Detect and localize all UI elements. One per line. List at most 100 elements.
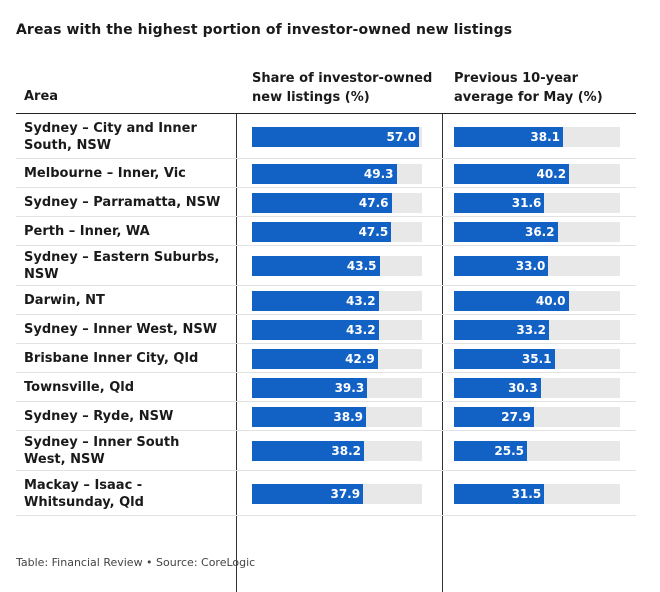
area-name: Townsville, Qld bbox=[24, 380, 135, 395]
share-bar: 38.9 bbox=[252, 407, 366, 427]
source-footer: Table: Financial Review • Source: CoreLo… bbox=[16, 556, 256, 569]
share-bar-track: 39.3 bbox=[252, 378, 422, 398]
area-name: Melbourne – Inner, Vic bbox=[24, 166, 186, 181]
area-name: Darwin, NT bbox=[24, 293, 105, 308]
row-separator bbox=[16, 158, 636, 159]
table-row: Sydney – Inner West, NSW 43.2 33.2 bbox=[16, 315, 636, 344]
table-row: Sydney – Parramatta, NSW 47.6 31.6 bbox=[16, 188, 636, 217]
area-name: Sydney – City and Inner South, NSW bbox=[24, 120, 197, 153]
average-value-label: 33.2 bbox=[516, 323, 546, 337]
area-name: Sydney – Eastern Suburbs, NSW bbox=[24, 250, 220, 282]
table-row: Brisbane Inner City, Qld 42.9 35.1 bbox=[16, 344, 636, 373]
average-bar-track: 27.9 bbox=[454, 407, 620, 427]
average-bar-track: 31.5 bbox=[454, 484, 620, 504]
area-name: Sydney – Inner South West, NSW bbox=[24, 435, 180, 467]
area-name: Sydney – Parramatta, NSW bbox=[24, 195, 221, 210]
share-value-label: 38.9 bbox=[333, 410, 363, 424]
header-average: Previous 10-year average for May (%) bbox=[454, 71, 603, 105]
share-bar-track: 43.5 bbox=[252, 256, 422, 276]
average-value-label: 33.0 bbox=[515, 259, 546, 273]
row-separator bbox=[16, 187, 636, 188]
share-bar: 49.3 bbox=[252, 164, 397, 184]
share-bar: 43.5 bbox=[252, 256, 380, 276]
row-separator bbox=[16, 343, 636, 344]
share-bar-track: 47.6 bbox=[252, 193, 422, 213]
share-bar-track: 43.2 bbox=[252, 320, 422, 340]
share-bar: 37.9 bbox=[252, 484, 364, 504]
header-area: Area bbox=[24, 89, 59, 104]
row-separator bbox=[16, 285, 636, 286]
average-bar: 25.5 bbox=[454, 441, 527, 461]
row-separator bbox=[16, 372, 636, 373]
share-bar-track: 38.2 bbox=[252, 441, 422, 461]
table-row: Sydney – Ryde, NSW 38.9 27.9 bbox=[16, 402, 636, 431]
average-bar-track: 33.0 bbox=[454, 256, 620, 276]
average-value-label: 31.5 bbox=[511, 487, 542, 501]
average-value-label: 27.9 bbox=[501, 410, 531, 424]
area-name: Perth – Inner, WA bbox=[24, 224, 150, 239]
row-separator bbox=[16, 470, 636, 471]
table-row: Sydney – City and Inner South, NSW 57.0 38… bbox=[16, 114, 636, 159]
table-row: Sydney – Eastern Suburbs, NSW 43.5 33.0 bbox=[16, 246, 636, 286]
share-bar: 38.2 bbox=[252, 441, 364, 461]
average-value-label: 25.5 bbox=[494, 444, 524, 458]
average-bar: 30.3 bbox=[454, 378, 541, 398]
share-value-label: 47.5 bbox=[358, 225, 389, 239]
table-row: Mackay – Isaac - Whitsunday, Qld 37.9 31.5 bbox=[16, 471, 636, 516]
table-row: Perth – Inner, WA 47.5 36.2 bbox=[16, 217, 636, 246]
share-value-label: 37.9 bbox=[330, 487, 361, 501]
average-bar-track: 40.2 bbox=[454, 164, 620, 184]
row-separator bbox=[16, 401, 636, 402]
average-bar: 36.2 bbox=[454, 222, 558, 242]
share-value-label: 43.2 bbox=[345, 323, 376, 337]
area-name: Sydney – Ryde, NSW bbox=[24, 409, 174, 424]
average-bar-track: 36.2 bbox=[454, 222, 620, 242]
share-bar-track: 37.9 bbox=[252, 484, 422, 504]
average-value-label: 30.3 bbox=[508, 381, 538, 395]
share-value-label: 49.3 bbox=[363, 167, 394, 181]
average-bar: 40.0 bbox=[454, 291, 569, 311]
header-rule bbox=[16, 113, 636, 114]
average-value-label: 38.1 bbox=[530, 130, 560, 144]
average-bar: 40.2 bbox=[454, 164, 570, 184]
table-row: Melbourne – Inner, Vic 49.3 40.2 bbox=[16, 159, 636, 188]
average-bar-track: 25.5 bbox=[454, 441, 620, 461]
average-bar: 38.1 bbox=[454, 127, 563, 147]
share-bar: 39.3 bbox=[252, 378, 368, 398]
table-row: Darwin, NT 43.2 40.0 bbox=[16, 286, 636, 315]
average-bar-track: 40.0 bbox=[454, 291, 620, 311]
share-value-label: 43.5 bbox=[346, 259, 377, 273]
average-value-label: 40.2 bbox=[536, 167, 567, 181]
column-divider bbox=[236, 114, 237, 592]
share-bar: 47.6 bbox=[252, 193, 392, 213]
share-bar: 43.2 bbox=[252, 291, 379, 311]
share-bar-track: 47.5 bbox=[252, 222, 422, 242]
header-share: Share of investor-owned new listings (%) bbox=[252, 71, 433, 105]
average-bar: 35.1 bbox=[454, 349, 555, 369]
share-bar: 43.2 bbox=[252, 320, 379, 340]
row-separator bbox=[16, 216, 636, 217]
share-value-label: 39.3 bbox=[334, 381, 365, 395]
share-bar-track: 42.9 bbox=[252, 349, 422, 369]
share-bar-track: 43.2 bbox=[252, 291, 422, 311]
table-row: Sydney – Inner South West, NSW 38.2 25.5 bbox=[16, 431, 636, 471]
share-value-label: 38.2 bbox=[331, 444, 361, 458]
share-bar-track: 49.3 bbox=[252, 164, 422, 184]
share-bar: 47.5 bbox=[252, 222, 392, 242]
share-bar: 57.0 bbox=[252, 127, 420, 147]
share-bar-track: 38.9 bbox=[252, 407, 422, 427]
share-value-label: 57.0 bbox=[386, 130, 417, 144]
average-bar-track: 38.1 bbox=[454, 127, 620, 147]
average-bar: 27.9 bbox=[454, 407, 534, 427]
row-separator bbox=[16, 430, 636, 431]
share-value-label: 47.6 bbox=[358, 196, 389, 210]
average-bar: 33.0 bbox=[454, 256, 549, 276]
column-divider bbox=[442, 114, 443, 592]
average-bar: 31.6 bbox=[454, 193, 545, 213]
data-table: Area Share of investor-owned new listing… bbox=[16, 58, 636, 592]
average-bar-track: 30.3 bbox=[454, 378, 620, 398]
share-value-label: 42.9 bbox=[345, 352, 375, 366]
average-bar-track: 35.1 bbox=[454, 349, 620, 369]
average-bar-track: 31.6 bbox=[454, 193, 620, 213]
average-bar: 31.5 bbox=[454, 484, 545, 504]
